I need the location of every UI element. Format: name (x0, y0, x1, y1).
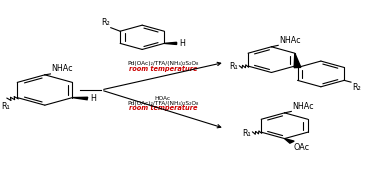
Text: R₁: R₁ (242, 129, 251, 138)
Text: Pd(OAc)₂/TFA/(NH₄)₂S₂O₈: Pd(OAc)₂/TFA/(NH₄)₂S₂O₈ (127, 101, 199, 106)
Text: H: H (90, 94, 96, 103)
Text: NHAc: NHAc (292, 102, 314, 111)
Text: OAc: OAc (294, 143, 310, 152)
Text: Pd(OAc)₂/TFA/(NH₄)₂S₂O₈: Pd(OAc)₂/TFA/(NH₄)₂S₂O₈ (127, 61, 199, 66)
Text: room temperature: room temperature (129, 105, 197, 111)
Polygon shape (164, 42, 176, 44)
Text: NHAc: NHAc (279, 36, 300, 45)
Polygon shape (72, 97, 88, 100)
Text: HOAc: HOAc (155, 96, 171, 101)
Text: H: H (179, 39, 185, 48)
Text: R₂: R₂ (352, 83, 361, 92)
Text: NHAc: NHAc (51, 64, 73, 73)
Text: R₁: R₁ (229, 62, 238, 71)
Text: R₂: R₂ (101, 18, 110, 27)
Text: room temperature: room temperature (129, 66, 197, 72)
Text: R₁: R₁ (2, 102, 11, 111)
Polygon shape (285, 139, 294, 143)
Polygon shape (294, 53, 301, 68)
